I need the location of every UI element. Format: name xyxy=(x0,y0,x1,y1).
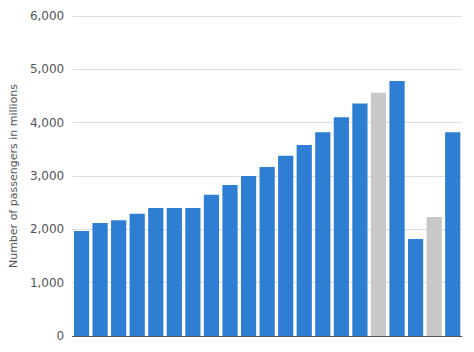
svg-text:Number of passengers in millio: Number of passengers in millions xyxy=(7,84,20,268)
svg-text:4,000: 4,000 xyxy=(30,116,64,130)
svg-text:6,000: 6,000 xyxy=(30,9,64,23)
svg-text:5,000: 5,000 xyxy=(30,62,64,76)
svg-text:2,000: 2,000 xyxy=(30,222,64,236)
svg-text:1,000: 1,000 xyxy=(30,276,64,290)
svg-text:3,000: 3,000 xyxy=(30,169,64,183)
svg-text:0: 0 xyxy=(57,329,65,343)
